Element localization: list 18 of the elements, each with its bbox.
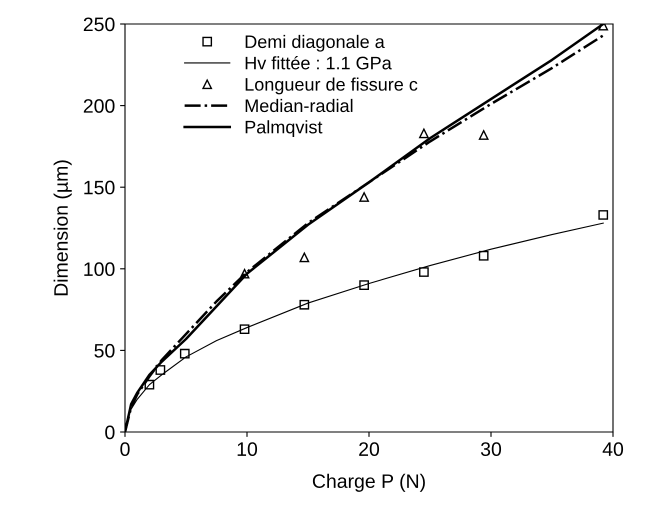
legend-label: Hv fittée : 1.1 GPa	[246, 56, 392, 70]
legend-label: Median-radial	[246, 98, 352, 112]
x-axis-title: Charge P (N)	[312, 474, 425, 492]
y-tick-label: 150	[84, 180, 115, 194]
x-tick-label: 20	[359, 442, 380, 456]
y-tick-label: 100	[84, 262, 115, 276]
x-tick-label: 0	[120, 442, 130, 456]
y-axis-title: Dimension (µm)	[54, 160, 72, 296]
x-tick-label: 40	[602, 442, 624, 456]
legend-label: Palmqvist	[246, 120, 322, 138]
legend-label: Demi diagonale a	[246, 34, 385, 52]
y-tick-label: 0	[105, 425, 115, 440]
x-tick-label: 30	[480, 442, 502, 456]
x-tick-label: 10	[238, 442, 258, 456]
y-tick-label: 250	[84, 17, 115, 32]
legend-label: Longueur de fissure c	[246, 78, 418, 94]
y-tick-label: 200	[84, 99, 115, 113]
y-tick-label: 50	[94, 344, 115, 358]
